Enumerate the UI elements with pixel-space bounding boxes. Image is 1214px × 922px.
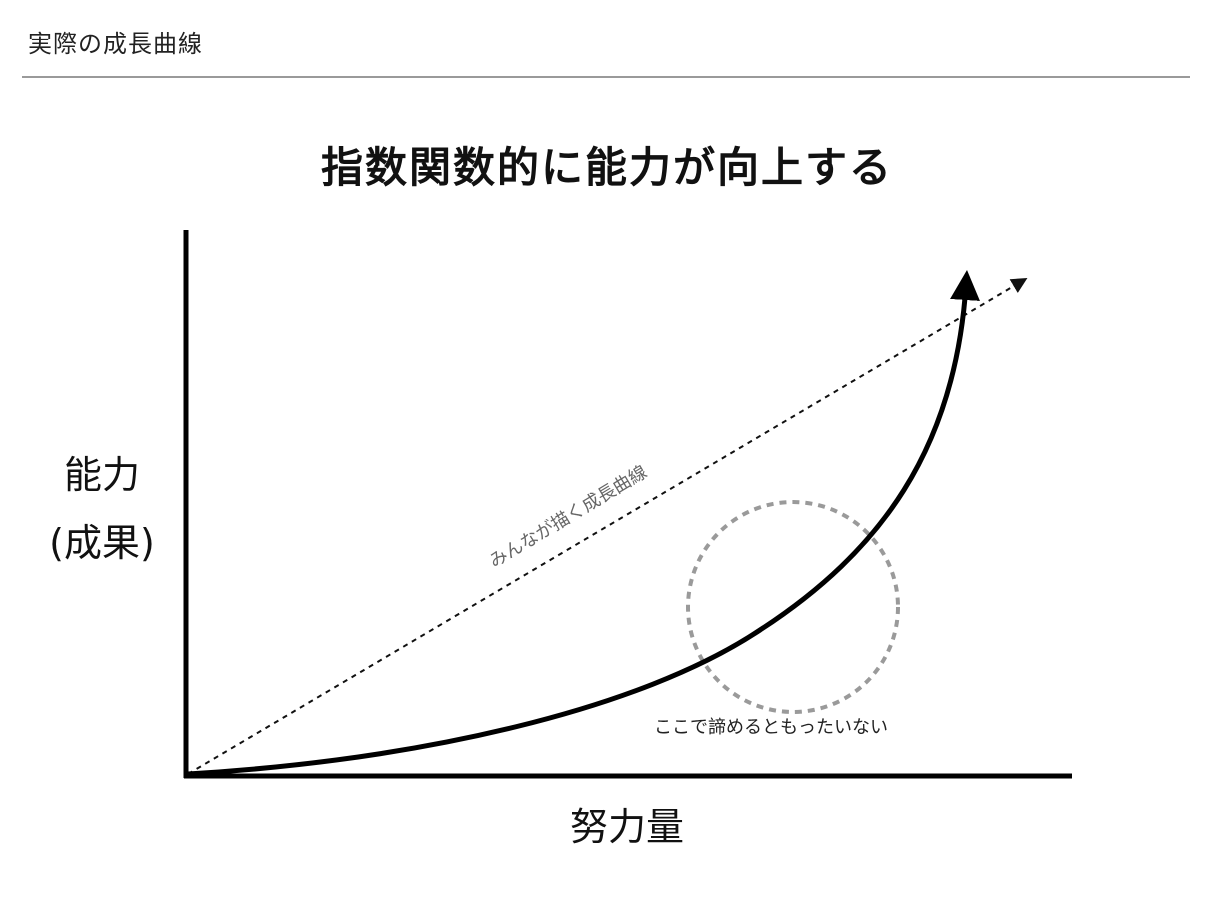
section-title: 実際の成長曲線 [28,30,203,58]
expected-growth-line [187,277,1028,775]
y-axis-label-line2: (成果) [49,521,155,565]
x-axis-label: 努力量 [570,805,684,849]
slide-title: 指数関数的に能力が向上する [320,143,893,192]
plateau-circle [686,500,900,714]
expected-growth-label: みんなが描く成長曲線 [486,462,651,573]
header-divider [22,76,1190,78]
y-axis-label-line1: 能力 [64,453,140,497]
give-up-note: ここで諦めるともったいない [654,717,888,738]
actual-growth-curve [185,270,980,777]
